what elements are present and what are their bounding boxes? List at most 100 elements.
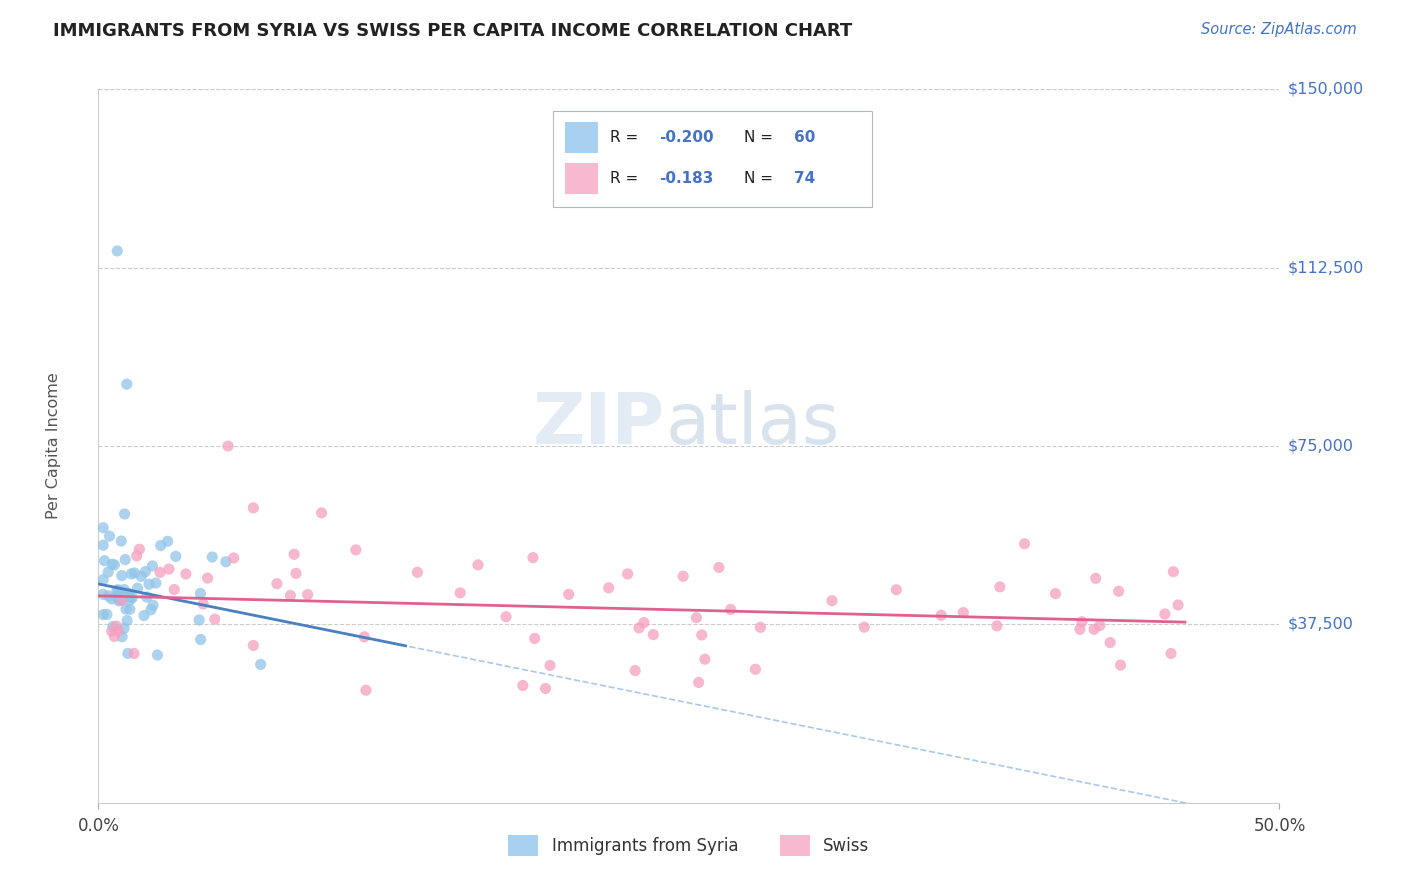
Point [100, 624, 122, 639]
Point [142, 599, 165, 613]
Point [190, 586, 212, 600]
Point [672, 569, 695, 583]
Point [91, 587, 114, 601]
Point [93, 554, 115, 568]
Point [134, 565, 156, 579]
Point [101, 558, 124, 572]
Point [217, 439, 239, 453]
Point [114, 507, 136, 521]
Point [141, 558, 163, 573]
Point [111, 630, 134, 644]
Point [1109, 658, 1132, 673]
Point [138, 577, 160, 591]
Text: $112,500: $112,500 [1288, 260, 1364, 275]
Point [157, 562, 180, 576]
Point [120, 566, 142, 581]
Text: N =: N = [744, 129, 779, 145]
Point [163, 582, 186, 597]
Point [242, 500, 264, 515]
Point [156, 534, 179, 549]
Point [110, 534, 132, 549]
Point [146, 648, 169, 662]
Point [100, 591, 122, 606]
Point [242, 639, 264, 653]
Point [534, 681, 557, 696]
Point [103, 558, 125, 572]
Point [114, 552, 136, 566]
Point [353, 630, 375, 644]
Point [685, 610, 707, 624]
Point [97, 589, 120, 603]
Point [91, 573, 114, 587]
Point [128, 542, 150, 557]
Point [118, 602, 141, 616]
Point [105, 244, 128, 258]
Point [1069, 623, 1091, 637]
Point [1099, 635, 1122, 649]
Point [117, 646, 139, 660]
Point [467, 558, 489, 572]
Point [117, 586, 139, 600]
Point [952, 606, 974, 620]
FancyBboxPatch shape [565, 122, 598, 153]
Point [107, 591, 129, 605]
Point [344, 542, 367, 557]
Point [720, 602, 742, 616]
Point [690, 628, 713, 642]
Point [522, 550, 544, 565]
Point [165, 549, 187, 564]
FancyBboxPatch shape [553, 111, 872, 207]
Point [204, 612, 226, 626]
Point [190, 632, 212, 647]
Point [285, 566, 308, 581]
Point [91, 521, 114, 535]
Point [1108, 584, 1130, 599]
Point [1088, 618, 1111, 632]
Point [125, 549, 148, 563]
Legend: Immigrants from Syria, Swiss: Immigrants from Syria, Swiss [502, 829, 876, 863]
Point [249, 657, 271, 672]
Point [110, 593, 132, 607]
Point [112, 621, 135, 635]
Point [693, 652, 716, 666]
Text: -0.183: -0.183 [659, 171, 714, 186]
Point [1163, 565, 1185, 579]
Point [145, 576, 167, 591]
Point [118, 590, 141, 604]
Text: $150,000: $150,000 [1288, 82, 1364, 96]
Point [121, 591, 143, 605]
Point [111, 568, 134, 582]
Text: R =: R = [610, 129, 643, 145]
Text: IMMIGRANTS FROM SYRIA VS SWISS PER CAPITA INCOME CORRELATION CHART: IMMIGRANTS FROM SYRIA VS SWISS PER CAPIT… [53, 22, 852, 40]
Point [215, 555, 238, 569]
Point [853, 620, 876, 634]
Point [1084, 571, 1107, 585]
Point [280, 589, 302, 603]
Point [108, 594, 131, 608]
Point [91, 607, 114, 622]
Text: 60: 60 [794, 129, 815, 145]
Point [988, 580, 1011, 594]
Point [107, 582, 129, 597]
Point [107, 587, 129, 601]
Point [96, 607, 118, 622]
Point [1071, 615, 1094, 629]
Point [193, 597, 215, 611]
Point [149, 539, 172, 553]
Point [744, 662, 766, 676]
Point [118, 593, 141, 607]
Point [111, 586, 134, 600]
Text: -0.200: -0.200 [659, 129, 714, 145]
Point [628, 621, 651, 635]
Point [149, 566, 172, 580]
Text: Source: ZipAtlas.com: Source: ZipAtlas.com [1201, 22, 1357, 37]
Point [129, 569, 152, 583]
Point [688, 675, 710, 690]
Point [523, 632, 546, 646]
Point [201, 549, 224, 564]
Point [91, 538, 114, 552]
Point [105, 619, 128, 633]
Point [101, 619, 124, 633]
Point [495, 609, 517, 624]
Point [115, 377, 138, 392]
